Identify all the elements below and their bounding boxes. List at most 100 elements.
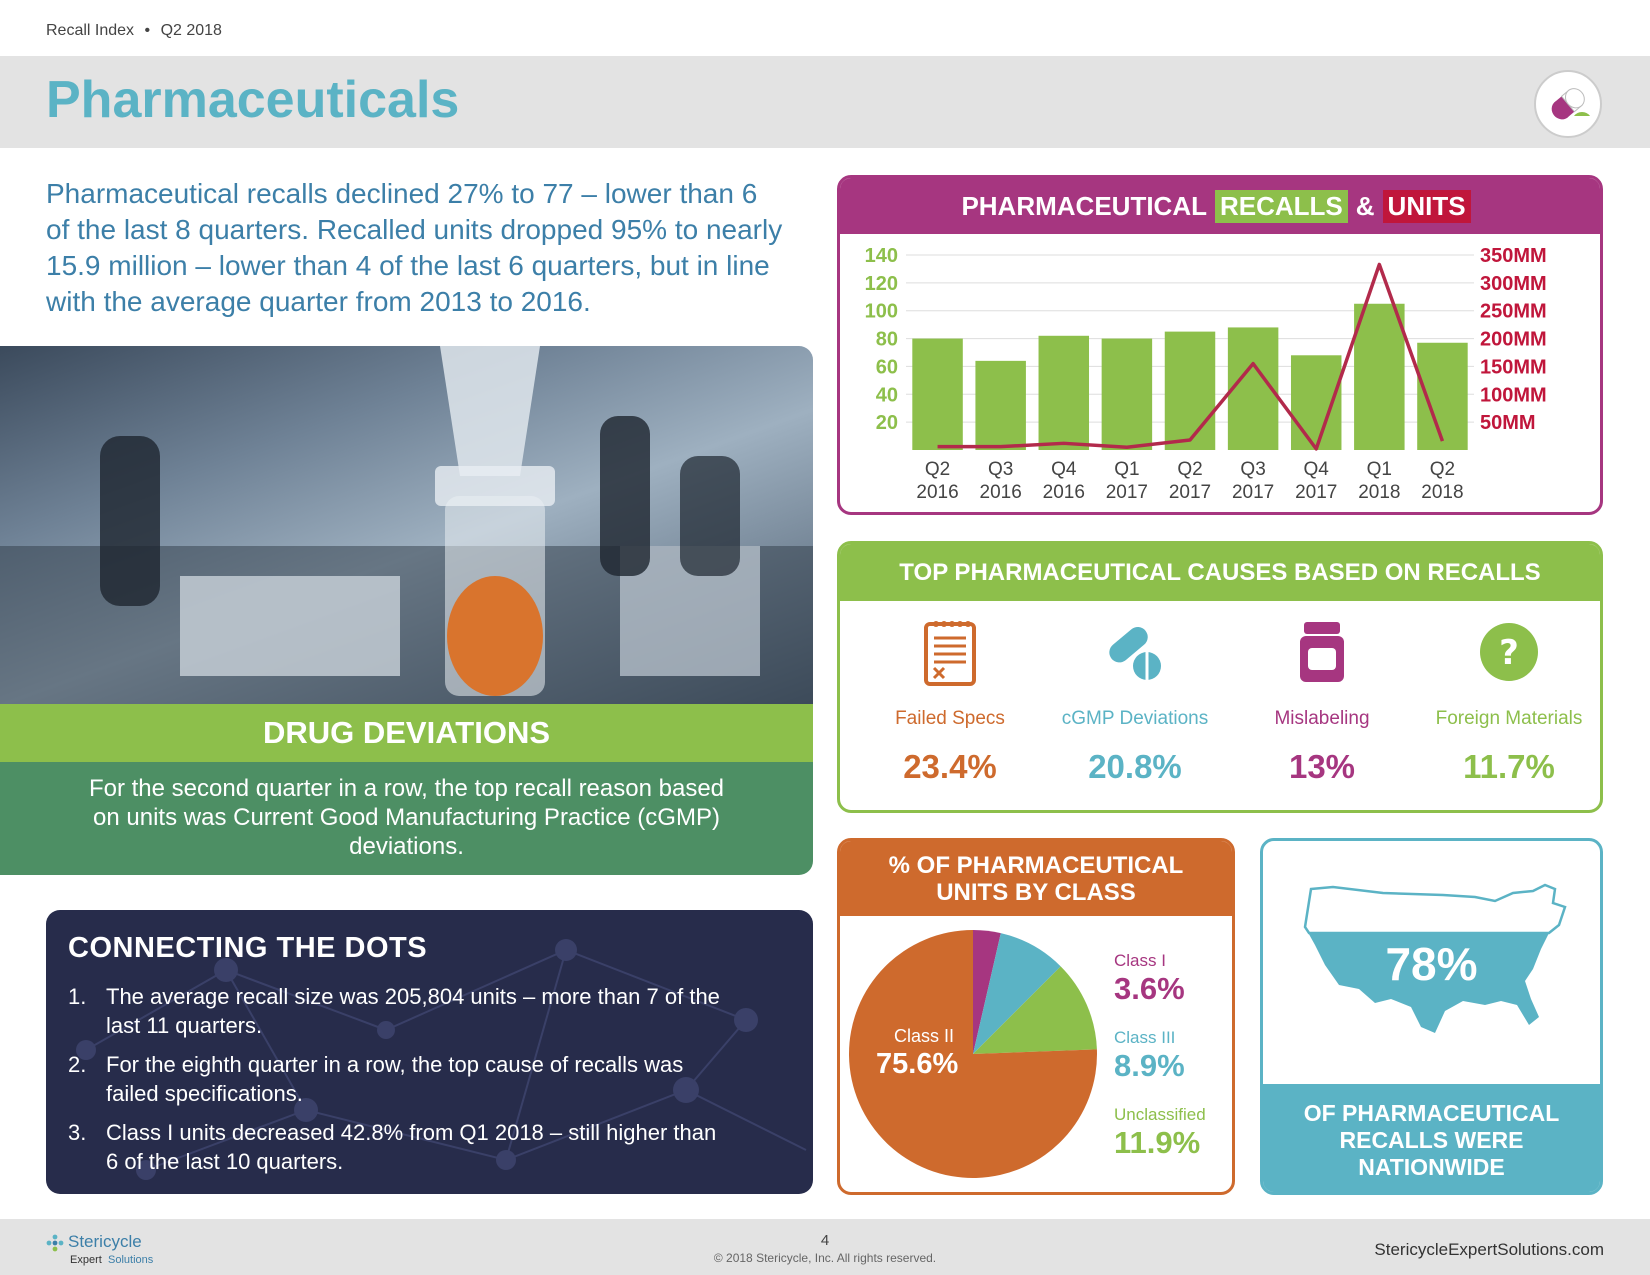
x-tick-label: 2017 xyxy=(1295,482,1337,503)
drug-deviations-body: For the second quarter in a row, the top… xyxy=(0,762,813,875)
bar xyxy=(1354,303,1405,450)
cause-failed-specs: Failed Specs 23.4% xyxy=(865,612,1035,786)
unclassified-label: Unclassified xyxy=(1114,1105,1206,1124)
footer xyxy=(0,1219,1650,1275)
cause-value: 13% xyxy=(1288,748,1356,785)
bar xyxy=(1038,335,1090,450)
list-number: 1. xyxy=(68,984,87,1009)
recalls-units-chart: 20 40 60 80 100 120 140 50MM 100MM 150MM 200MM 250M… xyxy=(865,245,1547,503)
breadcrumb-label: Recall Index xyxy=(46,22,135,39)
connecting-list: 1. The average recall size was 205,804 un… xyxy=(68,982,728,1186)
class-pie-chart xyxy=(849,930,1097,1178)
units-line xyxy=(937,262,1445,451)
left-tick-label: 40 xyxy=(876,384,898,406)
x-tick-label: Q2 xyxy=(1430,459,1455,480)
left-tick-label: 80 xyxy=(876,329,898,351)
list-number: 3. xyxy=(68,1120,87,1145)
right-tick-label: 50MM xyxy=(1480,412,1536,434)
class-iii-label: Class III xyxy=(1114,1028,1176,1047)
x-tick-label: Q1 xyxy=(1367,459,1392,480)
bar xyxy=(1101,338,1153,450)
bar xyxy=(1164,331,1216,450)
pie-slice xyxy=(973,930,1001,1054)
connecting-the-dots-panel: CONNECTING THE DOTS 1. The average recall… xyxy=(46,910,813,1194)
x-tick-label: 2016 xyxy=(1043,482,1085,503)
list-text: For the eighth quarter in a row, the top… xyxy=(106,1052,684,1106)
logo-dots-icon xyxy=(46,1234,64,1252)
left-tick-label: 60 xyxy=(876,356,898,378)
right-tick-label: 300MM xyxy=(1480,273,1547,295)
website-link[interactable]: StericycleExpertSolutions.com xyxy=(1374,1240,1604,1259)
x-tick-label: Q4 xyxy=(1051,459,1077,480)
unclassified-value: 11.9% xyxy=(1114,1125,1201,1160)
us-map-icon xyxy=(1303,883,1567,1033)
x-tick-label: 2017 xyxy=(1169,482,1211,503)
right-tick-label: 350MM xyxy=(1480,245,1547,267)
units-by-class-panel: % OF PHARMACEUTICAL UNITS BY CLASS Class… xyxy=(837,838,1235,1195)
pill-icon xyxy=(1534,70,1602,138)
left-tick-label: 20 xyxy=(876,412,898,434)
x-tick-label: Q4 xyxy=(1304,459,1330,480)
pills-icon xyxy=(1050,612,1220,692)
list-text: The average recall size was 205,804 unit… xyxy=(106,984,720,1038)
copyright: © 2018 Stericycle, Inc. All rights reser… xyxy=(713,1251,937,1265)
x-tick-label: Q3 xyxy=(1240,459,1265,480)
list-item: 3. Class I units decreased 42.8% from Q1 … xyxy=(68,1118,728,1176)
cause-value: 20.8% xyxy=(1088,748,1182,785)
cause-foreign-materials: ? Foreign Materials 11.7% xyxy=(1424,612,1594,786)
drug-deviations-title: DRUG DEVIATIONS xyxy=(0,704,813,762)
left-tick-label: 120 xyxy=(865,273,898,295)
page-number: 4 xyxy=(820,1232,830,1249)
bullet-separator: • xyxy=(144,22,151,39)
class-title: % OF PHARMACEUTICAL UNITS BY CLASS xyxy=(840,841,1232,916)
x-tick-label: Q2 xyxy=(925,459,950,480)
chart-title-units: UNITS xyxy=(1382,189,1471,223)
top-causes-panel: TOP PHARMACEUTICAL CAUSES BASED ON RECAL… xyxy=(837,541,1603,813)
brand-name: Stericycle xyxy=(68,1232,142,1251)
class-ii-value: 75.6% xyxy=(876,1048,959,1080)
class-i-value: 3.6% xyxy=(1114,971,1185,1006)
chart-title: PHARMACEUTICAL RECALLS & UNITS xyxy=(840,178,1600,234)
document-x-icon xyxy=(865,612,1035,692)
cause-mislabeling: Mislabeling 13% xyxy=(1237,612,1407,786)
bar xyxy=(912,338,963,450)
cause-label: Mislabeling xyxy=(1274,707,1370,729)
right-tick-label: 150MM xyxy=(1480,356,1547,378)
bar xyxy=(975,360,1026,450)
right-tick-label: 250MM xyxy=(1480,301,1547,323)
page-title: Pharmaceuticals xyxy=(46,71,460,129)
chart-title-recalls: RECALLS xyxy=(1214,189,1348,223)
cause-label: Foreign Materials xyxy=(1435,707,1583,729)
x-tick-label: Q1 xyxy=(1114,459,1139,480)
x-tick-label: 2016 xyxy=(916,482,958,503)
nationwide-panel: 78% OF PHARMACEUTICAL RECALLS WERE NATIO… xyxy=(1260,838,1603,1195)
cause-label: Failed Specs xyxy=(895,707,1005,729)
right-tick-label: 100MM xyxy=(1480,384,1547,406)
pie-slice xyxy=(973,933,1061,1054)
x-tick-label: 2017 xyxy=(1106,482,1148,503)
list-item: 2. For the eighth quarter in a row, the t… xyxy=(68,1050,728,1108)
x-tick-label: 2017 xyxy=(1232,482,1274,503)
cause-label: cGMP Deviations xyxy=(1061,707,1209,729)
chart-title-part: PHARMACEUTICAL xyxy=(961,190,1207,221)
bottle-icon xyxy=(1237,612,1407,692)
list-number: 2. xyxy=(68,1052,87,1077)
svg-text:?: ? xyxy=(1499,633,1519,673)
left-tick-label: 140 xyxy=(865,245,898,267)
class-iii-value: 8.9% xyxy=(1114,1048,1185,1083)
cause-cgmp-deviations: cGMP Deviations 20.8% xyxy=(1050,612,1220,786)
left-tick-label: 100 xyxy=(865,301,898,323)
x-tick-label: 2018 xyxy=(1421,482,1463,503)
chart-title-amp: & xyxy=(1355,190,1375,221)
x-tick-label: 2016 xyxy=(980,482,1022,503)
x-tick-label: 2018 xyxy=(1358,482,1400,503)
nationwide-caption: OF PHARMACEUTICAL RECALLS WERE NATIONWID… xyxy=(1263,1084,1600,1192)
cause-value: 23.4% xyxy=(903,748,997,785)
list-text: Class I units decreased 42.8% from Q1 20… xyxy=(106,1120,717,1174)
pie-slice xyxy=(973,966,1097,1054)
causes-title: TOP PHARMACEUTICAL CAUSES BASED ON RECAL… xyxy=(840,544,1600,601)
right-tick-label: 200MM xyxy=(1480,329,1547,351)
period-label: Q2 2018 xyxy=(160,22,222,39)
brand-sub-b: Solutions xyxy=(108,1254,154,1266)
